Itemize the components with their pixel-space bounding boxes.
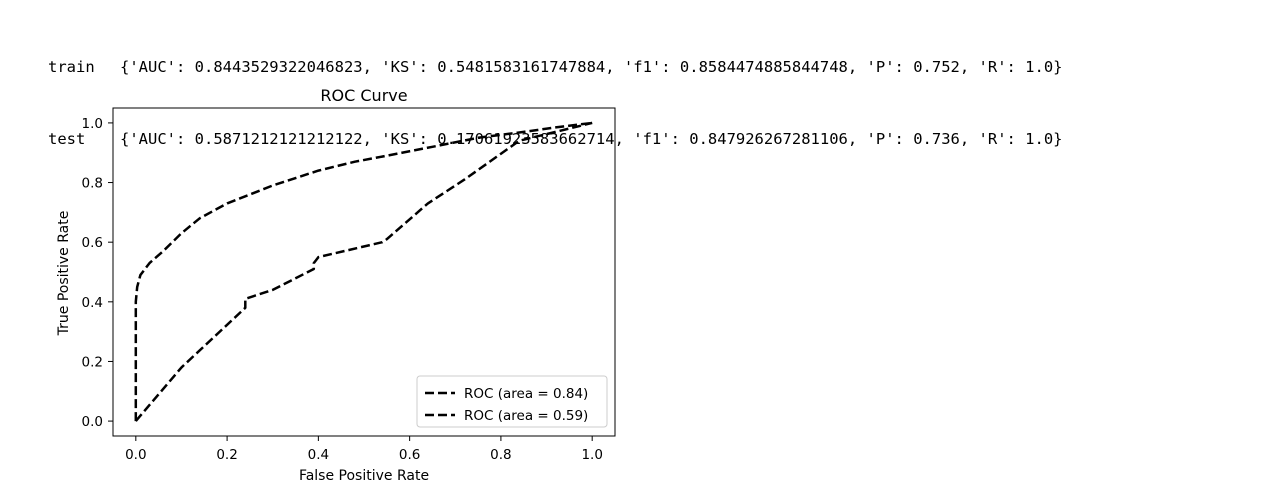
x-axis-label: False Positive Rate — [299, 468, 429, 484]
x-tick-label: 0.2 — [216, 447, 237, 463]
x-tick-label: 0.6 — [399, 447, 420, 463]
x-tick-label: 0.0 — [125, 447, 146, 463]
roc-series-line-2 — [134, 121, 593, 422]
legend-label: ROC (area = 0.59) — [464, 408, 588, 424]
y-ticks: 0.0 0.2 0.4 0.6 0.8 1.0 — [82, 116, 113, 430]
cell-output: train {'AUC': 0.8443529322046823, 'KS': 0… — [48, 7, 1063, 175]
x-ticks: 0.0 0.2 0.4 0.6 0.8 1.0 — [125, 436, 603, 463]
output-line-train: train {'AUC': 0.8443529322046823, 'KS': 0… — [48, 55, 1063, 79]
y-tick-label: 1.0 — [82, 116, 103, 132]
legend-box — [416, 375, 608, 428]
legend: ROC (area = 0.84) ROC (area = 0.59) — [416, 375, 608, 428]
y-tick-label: 0.0 — [82, 414, 103, 430]
output-line-test: test {'AUC': 0.5871212121212122, 'KS': 0.… — [48, 127, 1063, 151]
y-tick-label: 0.8 — [82, 176, 103, 192]
x-tick-label: 0.4 — [308, 447, 329, 463]
output-line-metrics: {'AUC': 0.8443529322046823, 'KS': 0.5481… — [120, 58, 1063, 76]
roc-series-line-1 — [134, 121, 593, 422]
chart-title: ROC Curve — [320, 86, 407, 105]
y-tick-label: 0.6 — [82, 235, 103, 251]
y-axis-label: True Positive Rate — [56, 211, 72, 337]
output-line-label: test — [48, 130, 86, 148]
series-layer — [134, 121, 593, 422]
y-tick-label: 0.4 — [82, 295, 103, 311]
output-line-label: train — [48, 58, 95, 76]
x-tick-label: 1.0 — [581, 447, 602, 463]
y-tick-label: 0.2 — [82, 354, 103, 370]
x-tick-label: 0.8 — [490, 447, 511, 463]
legend-label: ROC (area = 0.84) — [464, 386, 588, 402]
output-line-metrics: {'AUC': 0.5871212121212122, 'KS': 0.1706… — [120, 130, 1063, 148]
plot-frame — [112, 107, 616, 437]
